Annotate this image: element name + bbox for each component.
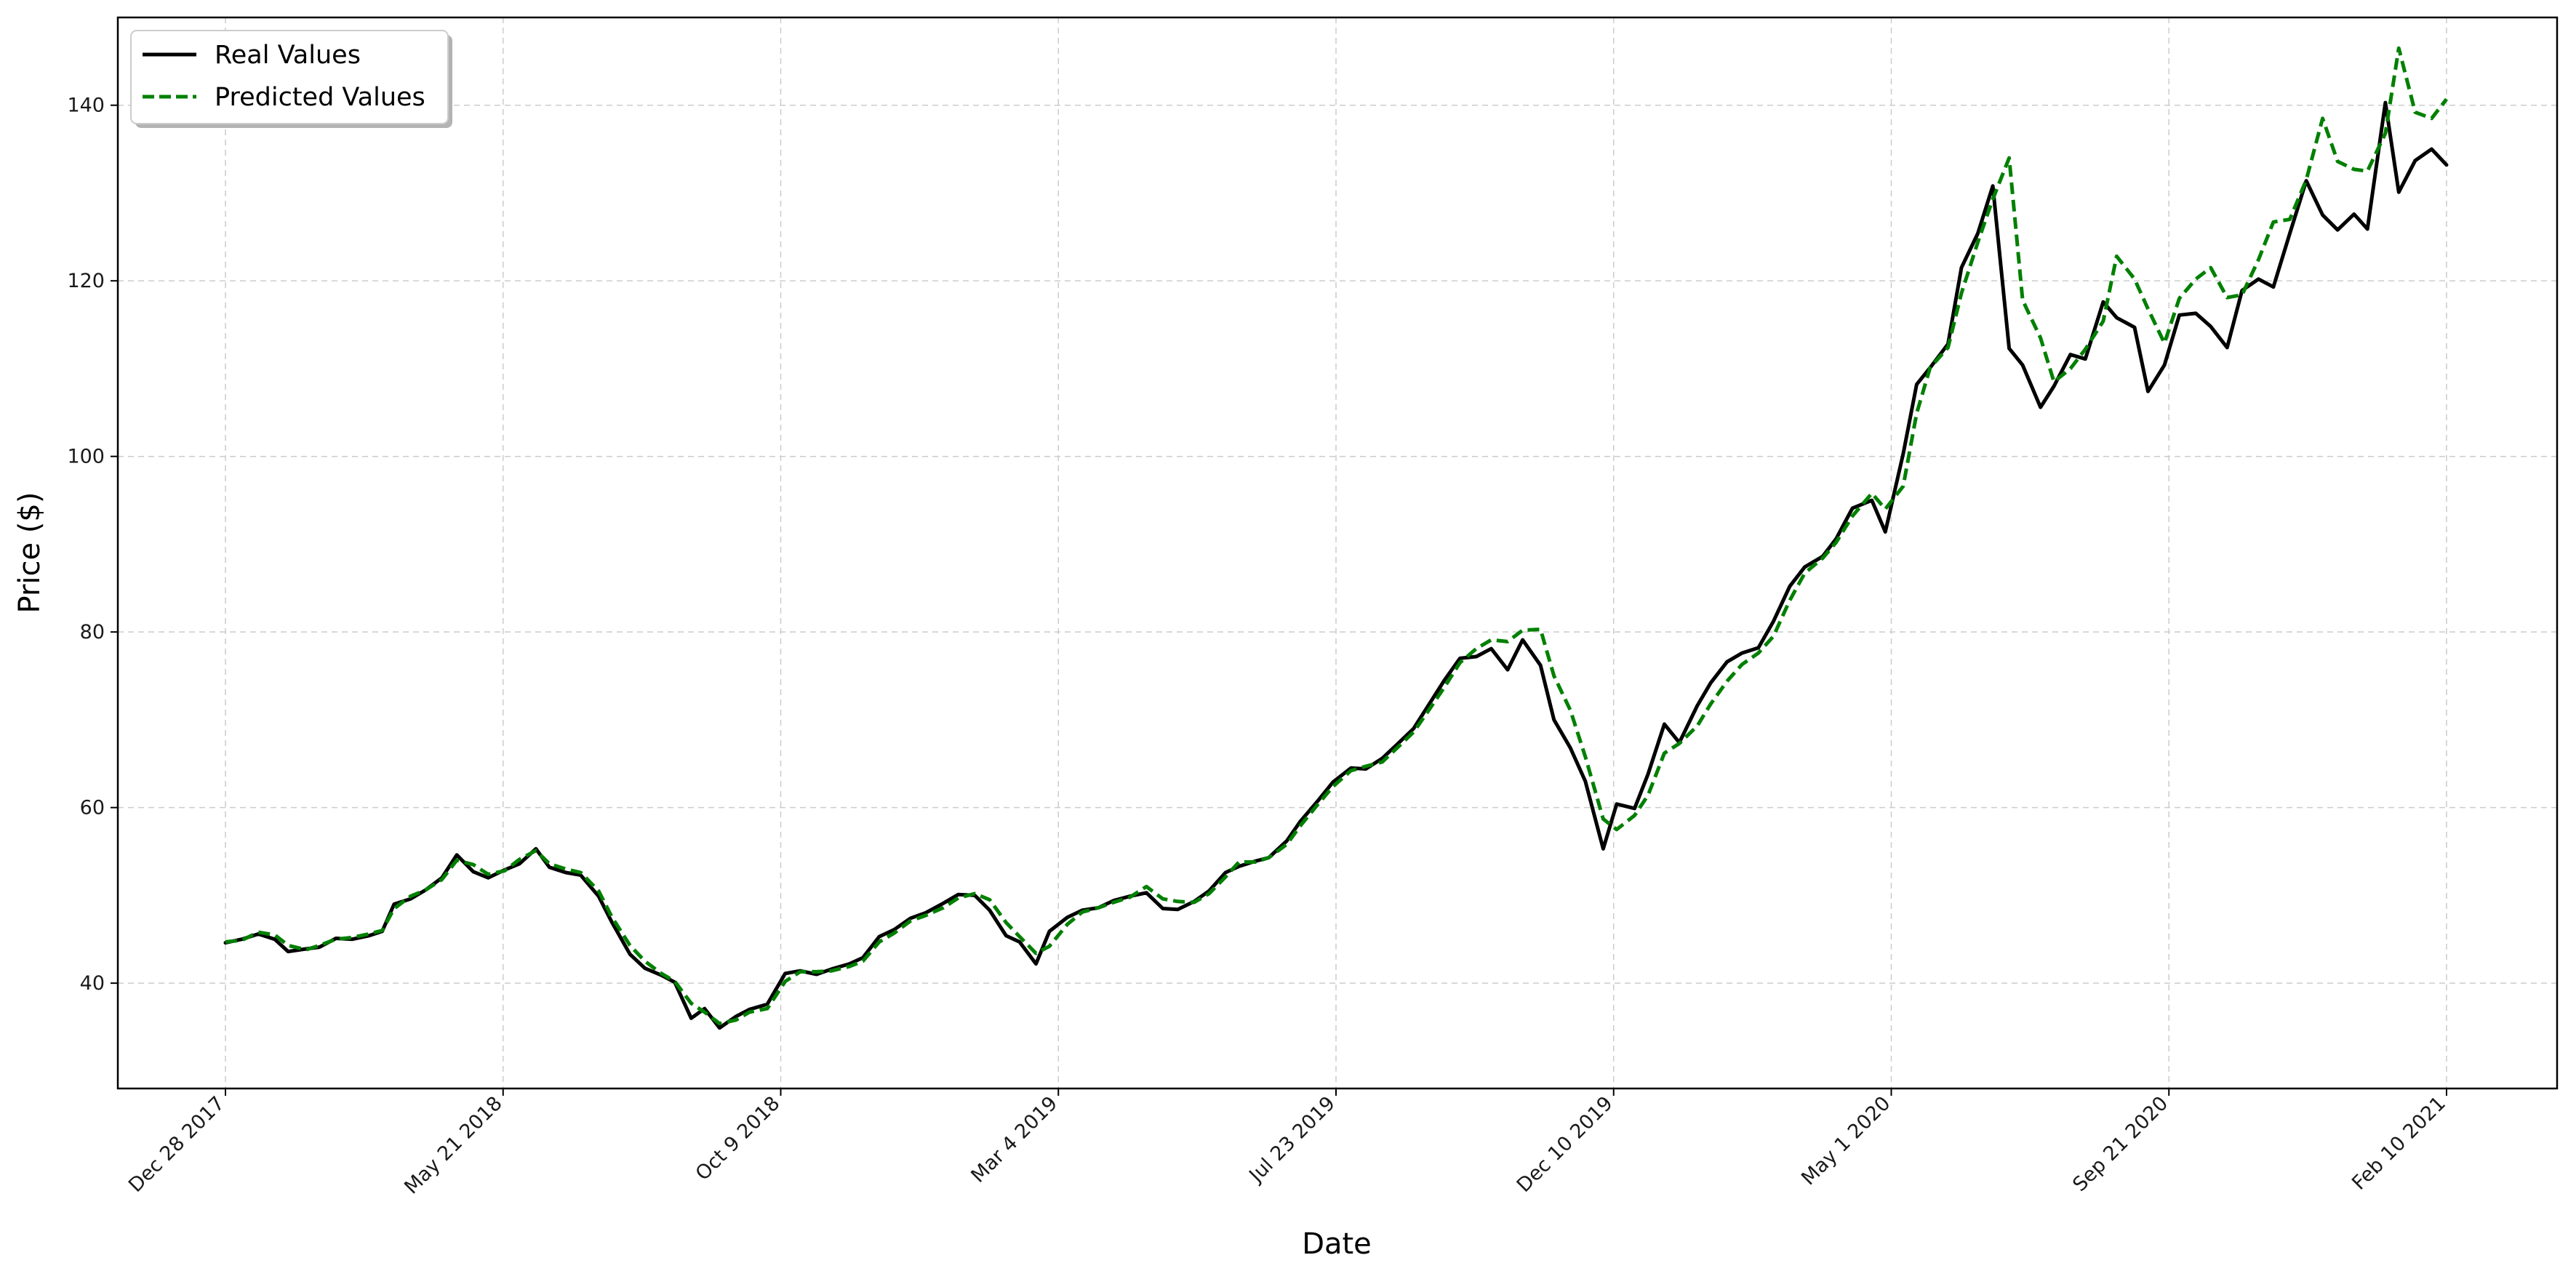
x-tick-label: Mar 4 2019 — [967, 1092, 1062, 1187]
x-tick-label: Jul 23 2019 — [1244, 1092, 1340, 1187]
legend-box — [130, 30, 449, 124]
x-tick-label: May 21 2018 — [400, 1092, 506, 1198]
x-tick-label: Oct 9 2018 — [692, 1092, 785, 1185]
x-tick-label: Sep 21 2020 — [2068, 1092, 2172, 1196]
y-tick-label: 60 — [80, 797, 105, 819]
series-lines — [223, 46, 2449, 1030]
y-tick-label: 80 — [80, 621, 105, 643]
x-tick-label: Dec 28 2017 — [124, 1092, 229, 1197]
y-tick-label: 140 — [67, 95, 105, 117]
legend: Real Values Predicted Values — [130, 30, 452, 128]
grid-lines — [118, 17, 2557, 1088]
legend-label-real: Real Values — [215, 41, 361, 70]
y-axis-title: Price ($) — [13, 492, 47, 614]
plot-frame — [116, 16, 2559, 1090]
y-tick-label: 120 — [67, 270, 105, 292]
x-tick-label: Dec 10 2019 — [1513, 1092, 1617, 1197]
x-axis: Dec 28 2017 May 21 2018 Oct 9 2018 Mar 4 20… — [124, 1088, 2450, 1198]
y-axis: 40 60 80 100 120 140 — [67, 95, 118, 995]
y-tick-label: 100 — [67, 446, 105, 468]
x-tick-label: May 1 2020 — [1797, 1092, 1895, 1190]
x-axis-title: Date — [1302, 1227, 1372, 1261]
legend-label-predicted: Predicted Values — [215, 83, 425, 112]
x-tick-label: Feb 10 2021 — [2348, 1092, 2450, 1195]
y-tick-label: 40 — [80, 972, 105, 995]
series-line-real-values — [223, 100, 2449, 1030]
series-line-predicted-values — [225, 46, 2448, 1026]
